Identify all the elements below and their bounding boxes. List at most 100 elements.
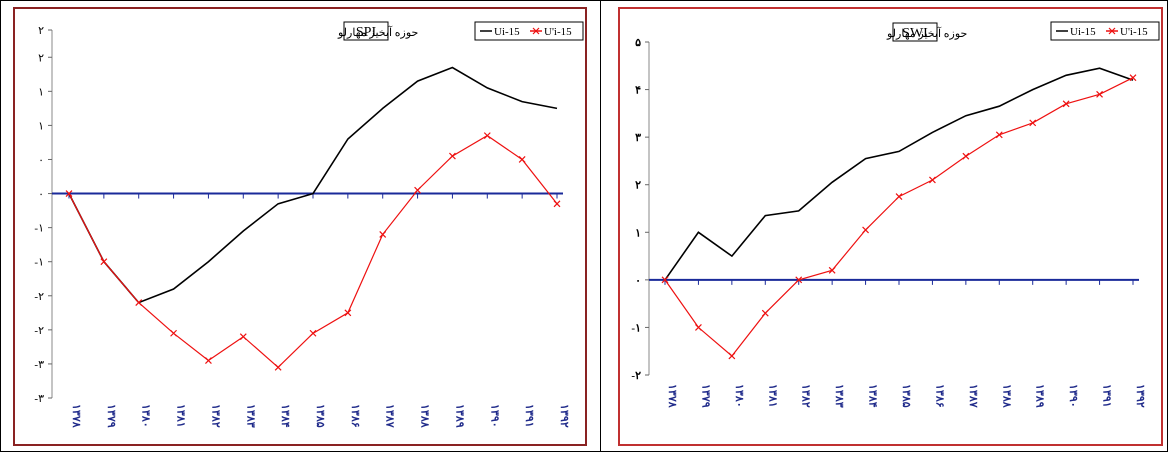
y-tick-label: -۱ [631,322,641,334]
data-point [344,309,352,317]
data-point [761,309,769,317]
x-tick-label: ۱۳۹۱ [523,404,535,428]
chart-subtitle: حوزه آبخیز مهارلو [337,26,418,39]
series-line-1 [68,66,558,304]
data-point [1129,74,1137,82]
x-tick-label: ۱۳۹۰ [1067,384,1079,408]
y-tick-label: ۱ [635,227,641,239]
data-point [205,357,212,364]
data-point [995,131,1003,139]
x-tick-label: ۱۳۷۸ [70,404,82,428]
data-point [274,363,282,371]
x-tick-label: ۱۳۸۵ [900,384,912,408]
y-tick-label: ۳ [635,132,641,144]
data-point [695,324,702,331]
data-point [553,200,561,208]
x-tick-label: ۱۳۸۷ [967,384,979,408]
y-tick-label: -۲ [34,291,44,303]
legend-label: Ui-15 [1070,26,1096,38]
legend-box [474,21,584,41]
title-box [892,22,938,42]
data-point [1096,90,1103,98]
y-tick-label: ۰ [635,275,641,287]
spi-chart: ۲ ۲ ۱ ۱ ۰ ۰ -۱ -۱ -۲ -۲ -۳ -۳ ۱۳۷۸ ۱۳۷۹ ۱۳۸۰ ۱۳۸۱ ۱۳۸۲ ۱۳… [13,7,587,446]
x-tick-label: ۱۳۸۴ [867,384,879,408]
data-point [135,299,143,307]
data-point [1062,100,1070,108]
series-line-1 [664,67,1134,281]
data-point [795,276,803,284]
legend-label: U'i-15 [1120,26,1148,38]
panel-divider [600,0,601,452]
chart-title: SPI [356,25,377,40]
x-tick-label: ۱۳۸۱ [175,404,187,428]
y-tick-label: ۱ [38,120,44,132]
x-tick-label: ۱۳۸۱ [766,384,778,408]
x-tick-label: ۱۳۸۶ [933,384,945,408]
data-point [929,176,936,184]
y-tick-label: ۲ [635,180,641,192]
y-tick-label: ۴ [635,85,641,97]
y-tick-label: ۱ [38,86,44,98]
x-tick-label: ۱۳۸۸ [1000,384,1012,408]
x-tick-label: ۱۳۹۰ [488,404,500,428]
x-tick-label: ۱۳۸۰ [140,404,152,428]
data-point [239,333,247,341]
data-point [1029,119,1037,127]
x-tick-label: ۱۳۸۶ [349,404,361,428]
data-point [65,190,73,197]
x-tick-label: ۱۳۷۸ [666,384,678,408]
legend-marker [532,27,540,35]
x-tick-label: ۱۳۸۰ [733,384,745,408]
y-tick-label: -۱ [34,223,44,235]
x-tick-label: ۱۳۹۲ [1134,384,1146,408]
title-box [343,21,389,41]
x-tick-label: ۱۳۸۴ [279,404,291,428]
plot-border [13,7,587,446]
legend-marker [1108,27,1116,35]
data-point [962,152,970,160]
data-point [483,132,491,140]
x-tick-label: ۱۳۷۹ [699,384,711,408]
plot-border [618,7,1163,446]
y-tick-label: -۳ [34,359,44,371]
data-point [518,156,526,163]
data-point [828,266,836,274]
y-tick-label: -۳ [34,393,44,405]
x-tick-label: ۱۳۸۹ [1034,384,1046,408]
x-tick-label: ۱۳۸۲ [800,384,812,408]
data-point [449,152,456,160]
x-tick-label: ۱۳۹۲ [558,404,570,428]
chart-subtitle: حوزه آبخیز مهارلو [886,27,967,40]
y-tick-label: ۲ [38,25,44,37]
x-tick-label: ۱۳۸۳ [833,384,845,408]
data-point [379,231,387,238]
data-point [309,329,317,337]
data-point [170,329,177,337]
legend-box [1050,21,1160,41]
legend-label: U'i-15 [544,26,572,38]
x-tick-label: ۱۳۸۲ [209,404,221,428]
y-tick-label: -۲ [34,325,44,337]
chart-title: SWI [902,26,928,41]
data-point [100,258,108,266]
data-point [414,186,421,194]
y-tick-label: ۰ [38,189,44,201]
y-tick-label: -۲ [631,370,641,382]
data-point [895,193,903,201]
y-tick-label: ۵ [635,37,641,49]
x-tick-label: ۱۳۸۹ [453,404,465,428]
x-tick-label: ۱۳۸۸ [419,404,431,428]
x-tick-label: ۱۳۸۷ [384,404,396,428]
data-point [661,276,669,284]
legend-label: Ui-15 [494,26,520,38]
x-tick-label: ۱۳۸۵ [314,404,326,428]
swi-chart: ۵ ۴ ۳ ۲ ۱ ۰ -۱ -۲ ۱۳۷۸ ۱۳۷۹ ۱۳۸۰ ۱۳۸۱ ۱۳۸۲ ۱۳۸۳ ۱۳۸۴ ۱۳… [618,7,1163,446]
y-tick-label: -۱ [34,257,44,269]
x-tick-label: ۱۳۷۹ [105,404,117,428]
data-point [862,226,869,234]
x-tick-label: ۱۳۹۱ [1101,384,1113,408]
y-tick-label: ۰ [38,154,44,166]
y-tick-label: ۲ [38,52,44,64]
data-point [728,352,736,360]
